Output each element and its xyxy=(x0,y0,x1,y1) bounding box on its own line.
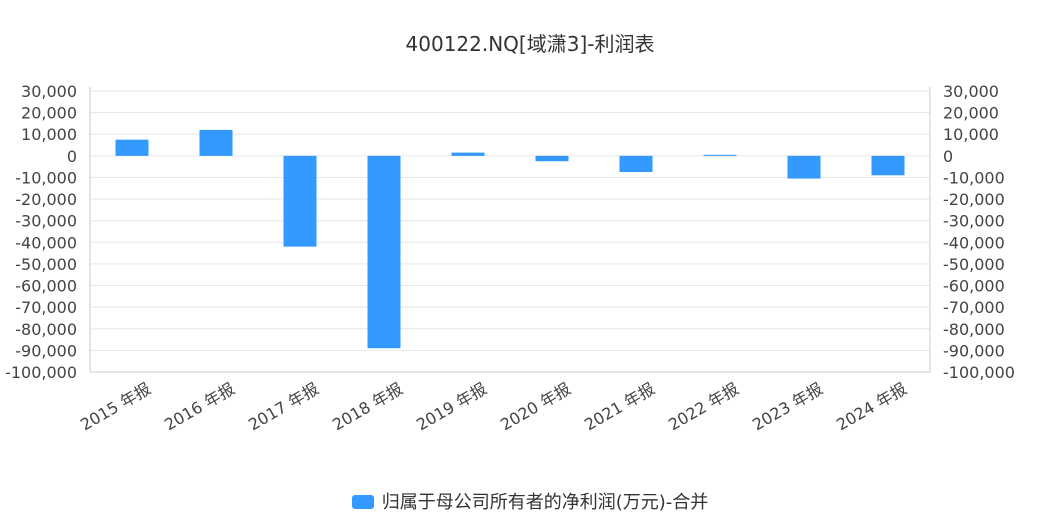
legend[interactable]: 归属于母公司所有者的净利润(万元)-合并 xyxy=(0,488,1060,514)
x-tick-label: 2017 年报 xyxy=(245,379,322,434)
bar xyxy=(115,139,149,156)
y-tick-label-left: 30,000 xyxy=(21,82,77,101)
bar xyxy=(703,154,737,156)
bar xyxy=(451,152,485,156)
y-tick-label-left: -10,000 xyxy=(15,168,77,187)
y-tick-label-right: -40,000 xyxy=(943,233,1005,252)
y-tick-label-right: -70,000 xyxy=(943,298,1005,317)
bar xyxy=(535,155,569,162)
y-tick-label-right: -90,000 xyxy=(943,341,1005,360)
x-tick-label: 2024 年报 xyxy=(833,379,910,434)
bar xyxy=(199,129,233,156)
x-tick-label: 2021 年报 xyxy=(581,379,658,434)
x-tick-label: 2020 年报 xyxy=(497,379,574,434)
y-tick-label-left: 20,000 xyxy=(21,104,77,123)
y-tick-label-left: -90,000 xyxy=(15,341,77,360)
bar xyxy=(871,155,905,176)
chart-title: 400122.NQ[域潇3]-利润表 xyxy=(405,32,655,56)
bar xyxy=(619,155,653,173)
x-tick-label: 2018 年报 xyxy=(329,379,406,434)
x-tick-label: 2015 年报 xyxy=(77,379,154,434)
bar xyxy=(367,155,401,349)
y-tick-label-left: 10,000 xyxy=(21,125,77,144)
y-tick-label-right: 20,000 xyxy=(943,104,999,123)
y-tick-label-left: -70,000 xyxy=(15,298,77,317)
y-tick-label-right: 0 xyxy=(943,147,953,166)
y-tick-label-right: -80,000 xyxy=(943,320,1005,339)
y-tick-label-left: -30,000 xyxy=(15,212,77,231)
x-tick-label: 2019 年报 xyxy=(413,379,490,434)
y-tick-label-left: -80,000 xyxy=(15,320,77,339)
y-tick-label-right: -60,000 xyxy=(943,277,1005,296)
y-tick-label-right: -50,000 xyxy=(943,255,1005,274)
x-tick-label: 2016 年报 xyxy=(161,379,238,434)
y-tick-label-right: -20,000 xyxy=(943,190,1005,209)
y-tick-label-left: -100,000 xyxy=(5,363,77,382)
x-tick-label: 2022 年报 xyxy=(665,379,742,434)
bar xyxy=(283,155,317,247)
y-tick-label-right: -100,000 xyxy=(943,363,1015,382)
bar xyxy=(787,155,821,179)
y-tick-label-right: 10,000 xyxy=(943,125,999,144)
y-tick-label-right: -30,000 xyxy=(943,212,1005,231)
y-tick-label-right: 30,000 xyxy=(943,82,999,101)
y-tick-label-left: -60,000 xyxy=(15,277,77,296)
y-tick-label-left: -40,000 xyxy=(15,233,77,252)
y-tick-label-right: -10,000 xyxy=(943,168,1005,187)
y-tick-label-left: -20,000 xyxy=(15,190,77,209)
legend-label: 归属于母公司所有者的净利润(万元)-合并 xyxy=(381,492,709,513)
x-tick-label: 2023 年报 xyxy=(749,379,826,434)
y-tick-label-left: -50,000 xyxy=(15,255,77,274)
y-tick-label-left: 0 xyxy=(67,147,77,166)
legend-swatch xyxy=(351,495,374,509)
